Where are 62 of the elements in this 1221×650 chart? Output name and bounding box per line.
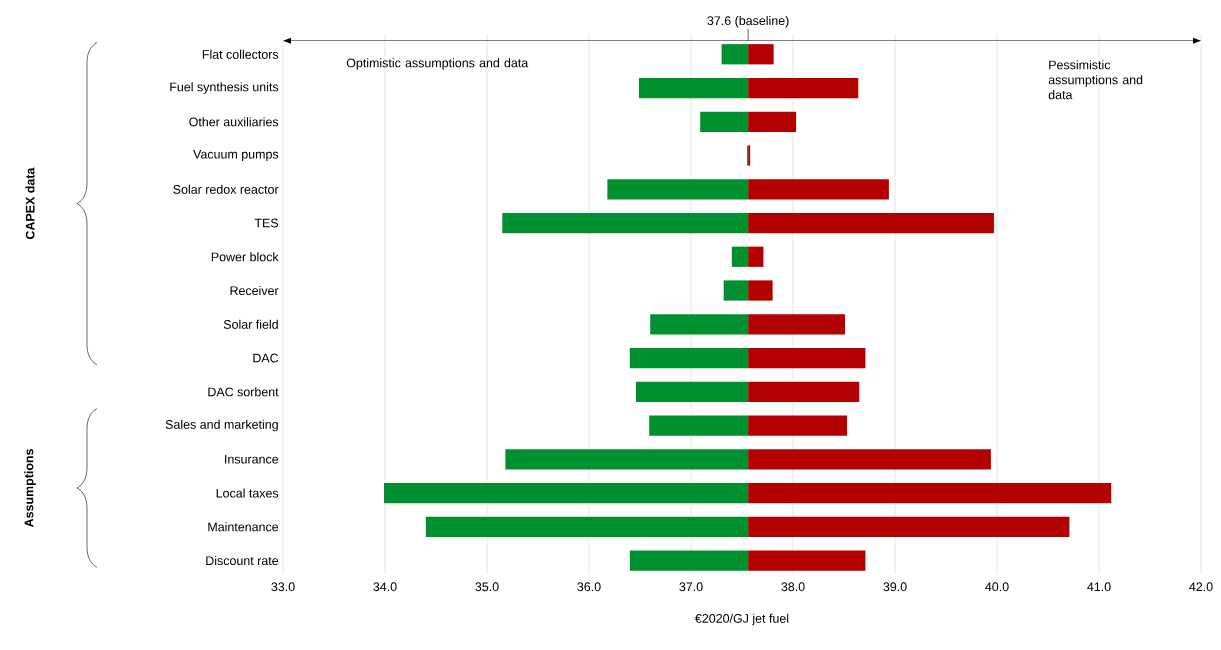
x-tick-label: 42.0 — [1189, 582, 1213, 592]
bar — [748, 111, 797, 132]
bar — [748, 280, 773, 301]
bar — [505, 449, 749, 470]
bar — [425, 516, 749, 537]
y-tick-label: DAC — [253, 353, 279, 363]
x-tick-label: 35.0 — [475, 582, 499, 592]
y-tick-label: Other auxiliaries — [189, 117, 279, 127]
bar — [748, 44, 774, 65]
annotation: Pessimistic assumptions and data — [1048, 60, 1143, 100]
y-tick-label: Power block — [211, 252, 279, 262]
bar — [502, 212, 749, 234]
bar — [649, 415, 749, 436]
bar — [748, 516, 1070, 537]
y-tick-label: DAC sorbent — [208, 387, 279, 397]
bar — [748, 212, 994, 234]
text: Assumptions — [24, 449, 36, 528]
x-tick-label: 36.0 — [577, 582, 601, 592]
y-tick-label: Discount rate — [206, 555, 279, 566]
y-tick-label: Insurance — [225, 454, 279, 464]
y-tick-label: Maintenance — [208, 522, 279, 532]
bar — [748, 179, 889, 200]
x-tick-label: 37.0 — [679, 582, 703, 592]
bar — [748, 77, 859, 99]
y-tick-label: Sales and marketing — [165, 419, 278, 432]
y-tick-label: Fuel synthesis units — [170, 82, 279, 94]
y-tick-label: Vacuum pumps — [193, 149, 279, 162]
y-tick-label: Solar redox reactor — [173, 184, 279, 194]
bar — [748, 550, 866, 571]
bar — [629, 550, 749, 571]
x-tick-label: 40.0 — [985, 582, 1009, 592]
y-tick-label: Local taxes — [216, 488, 279, 498]
bar — [700, 111, 749, 132]
y-tick-label: Receiver — [230, 285, 279, 296]
x-tick-label: 41.0 — [1087, 582, 1111, 592]
y-tick-label: TES — [254, 218, 279, 228]
bar — [721, 44, 749, 65]
bar — [748, 314, 846, 335]
text: 37.6 (baseline) — [707, 15, 789, 28]
y-tick-label: Solar field — [223, 319, 278, 329]
x-tick-label: 33.0 — [271, 582, 295, 592]
bar — [629, 347, 749, 369]
bar — [638, 77, 749, 99]
bar — [383, 482, 749, 504]
bar — [635, 381, 749, 402]
bar — [748, 347, 866, 369]
bar — [731, 246, 749, 267]
bar — [748, 381, 860, 402]
y-tick-label: Flat collectors — [202, 49, 279, 59]
text: CAPEX data — [25, 167, 35, 240]
x-tick-label: 34.0 — [373, 582, 397, 592]
bar — [607, 179, 749, 200]
bar — [748, 246, 764, 267]
bar — [748, 449, 991, 470]
x-tick-label: 39.0 — [883, 582, 907, 592]
bar — [748, 482, 1112, 504]
bar — [650, 314, 749, 335]
annotation: Optimistic assumptions and data — [346, 58, 529, 70]
x-axis-title: €2020/GJ jet fuel — [695, 613, 789, 626]
bar — [748, 415, 848, 436]
bar — [723, 280, 749, 301]
x-tick-label: 38.0 — [781, 582, 805, 592]
